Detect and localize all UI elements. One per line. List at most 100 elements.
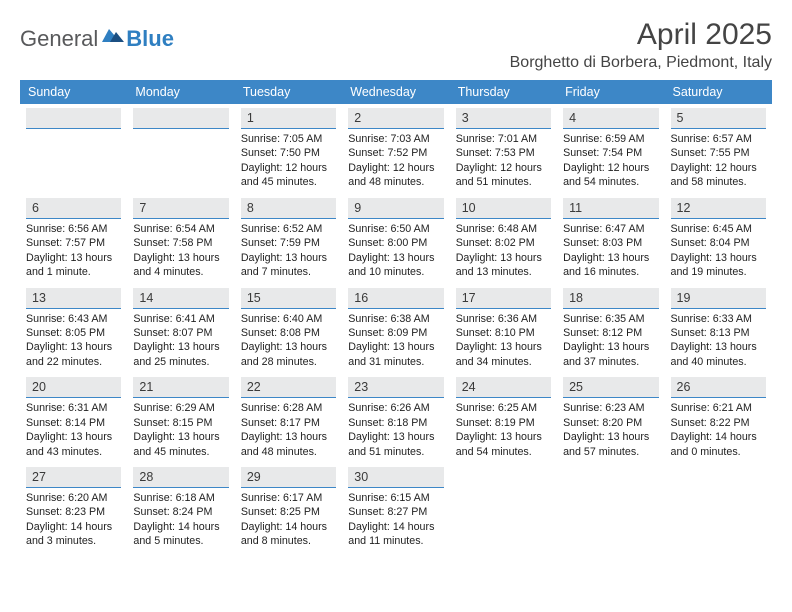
calendar-empty-cell	[20, 104, 127, 194]
day-number: 8	[241, 198, 336, 218]
day-info: Sunrise: 6:20 AMSunset: 8:23 PMDaylight:…	[26, 491, 121, 549]
day-info: Sunrise: 6:52 AMSunset: 7:59 PMDaylight:…	[241, 222, 336, 280]
calendar-day-cell: 10Sunrise: 6:48 AMSunset: 8:02 PMDayligh…	[450, 194, 557, 284]
day-number: 29	[241, 467, 336, 487]
calendar-empty-cell	[665, 463, 772, 553]
logo-icon	[102, 26, 124, 49]
day-info: Sunrise: 6:45 AMSunset: 8:04 PMDaylight:…	[671, 222, 766, 280]
calendar-day-cell: 25Sunrise: 6:23 AMSunset: 8:20 PMDayligh…	[557, 373, 664, 463]
day-number: 20	[26, 377, 121, 397]
calendar-day-cell: 28 Sunrise: 6:18 AMSunset: 8:24 PMDayligh…	[127, 463, 234, 553]
day-number: 15	[241, 288, 336, 308]
day-number: 5	[671, 108, 766, 128]
calendar-day-cell: 5 Sunrise: 6:57 AMSunset: 7:55 PMDaylight…	[665, 104, 772, 194]
calendar-day-cell: 13 Sunrise: 6:43 AMSunset: 8:05 PMDayligh…	[20, 284, 127, 374]
day-number: 6	[26, 198, 121, 218]
calendar-day-cell: 20 Sunrise: 6:31 AMSunset: 8:14 PMDayligh…	[20, 373, 127, 463]
day-number: 18	[563, 288, 658, 308]
day-info: Sunrise: 6:48 AMSunset: 8:02 PMDaylight:…	[456, 222, 551, 280]
calendar-day-cell: 3 Sunrise: 7:01 AMSunset: 7:53 PMDaylight…	[450, 104, 557, 194]
day-info: Sunrise: 7:05 AMSunset: 7:50 PMDaylight:…	[241, 132, 336, 190]
logo-general: General	[20, 26, 98, 52]
day-number: 30	[348, 467, 443, 487]
day-number: 2	[348, 108, 443, 128]
calendar-day-cell: 18 Sunrise: 6:35 AMSunset: 8:12 PMDayligh…	[557, 284, 664, 374]
weekday-header: Saturday	[665, 80, 772, 104]
day-number: 14	[133, 288, 228, 308]
calendar-empty-cell	[127, 104, 234, 194]
day-number: 13	[26, 288, 121, 308]
day-info: Sunrise: 6:40 AMSunset: 8:08 PMDaylight:…	[241, 312, 336, 370]
weekday-header: Thursday	[450, 80, 557, 104]
calendar-day-cell: 8 Sunrise: 6:52 AMSunset: 7:59 PMDaylight…	[235, 194, 342, 284]
calendar-day-cell: 16Sunrise: 6:38 AMSunset: 8:09 PMDayligh…	[342, 284, 449, 374]
calendar-empty-cell	[450, 463, 557, 553]
day-number: 7	[133, 198, 228, 218]
day-number: 9	[348, 198, 443, 218]
day-number: 21	[133, 377, 228, 397]
day-number: 26	[671, 377, 766, 397]
day-number: 17	[456, 288, 551, 308]
day-info: Sunrise: 6:54 AMSunset: 7:58 PMDaylight:…	[133, 222, 228, 280]
day-number: 23	[348, 377, 443, 397]
calendar-day-cell: 11 Sunrise: 6:47 AMSunset: 8:03 PMDayligh…	[557, 194, 664, 284]
weekday-header: Sunday	[20, 80, 127, 104]
day-info: Sunrise: 6:36 AMSunset: 8:10 PMDaylight:…	[456, 312, 551, 370]
day-number: 1	[241, 108, 336, 128]
calendar-day-cell: 9 Sunrise: 6:50 AMSunset: 8:00 PMDaylight…	[342, 194, 449, 284]
day-number: 28	[133, 467, 228, 487]
day-number: 3	[456, 108, 551, 128]
calendar-day-cell: 14 Sunrise: 6:41 AMSunset: 8:07 PMDayligh…	[127, 284, 234, 374]
calendar-week-row: 27 Sunrise: 6:20 AMSunset: 8:23 PMDayligh…	[20, 463, 772, 553]
calendar-day-cell: 22Sunrise: 6:28 AMSunset: 8:17 PMDayligh…	[235, 373, 342, 463]
day-number: 24	[456, 377, 551, 397]
calendar-day-cell: 4 Sunrise: 6:59 AMSunset: 7:54 PMDaylight…	[557, 104, 664, 194]
weekday-header: Monday	[127, 80, 234, 104]
calendar-day-cell: 17 Sunrise: 6:36 AMSunset: 8:10 PMDayligh…	[450, 284, 557, 374]
day-number: 22	[241, 377, 336, 397]
day-number: 4	[563, 108, 658, 128]
day-info: Sunrise: 6:57 AMSunset: 7:55 PMDaylight:…	[671, 132, 766, 190]
calendar-day-cell: 1 Sunrise: 7:05 AMSunset: 7:50 PMDaylight…	[235, 104, 342, 194]
calendar-week-row: 1 Sunrise: 7:05 AMSunset: 7:50 PMDaylight…	[20, 104, 772, 194]
calendar-day-cell: 6 Sunrise: 6:56 AMSunset: 7:57 PMDaylight…	[20, 194, 127, 284]
day-info: Sunrise: 6:35 AMSunset: 8:12 PMDaylight:…	[563, 312, 658, 370]
location: Borghetto di Borbera, Piedmont, Italy	[510, 54, 772, 72]
day-info: Sunrise: 6:59 AMSunset: 7:54 PMDaylight:…	[563, 132, 658, 190]
calendar-day-cell: 30 Sunrise: 6:15 AMSunset: 8:27 PMDayligh…	[342, 463, 449, 553]
calendar-day-cell: 12 Sunrise: 6:45 AMSunset: 8:04 PMDayligh…	[665, 194, 772, 284]
day-info: Sunrise: 6:17 AMSunset: 8:25 PMDaylight:…	[241, 491, 336, 549]
weekday-header: Wednesday	[342, 80, 449, 104]
day-number: 11	[563, 198, 658, 218]
day-info: Sunrise: 7:01 AMSunset: 7:53 PMDaylight:…	[456, 132, 551, 190]
day-number: 12	[671, 198, 766, 218]
logo-blue: Blue	[126, 26, 174, 52]
day-info: Sunrise: 6:18 AMSunset: 8:24 PMDaylight:…	[133, 491, 228, 549]
day-number: 16	[348, 288, 443, 308]
day-info: Sunrise: 6:15 AMSunset: 8:27 PMDaylight:…	[348, 491, 443, 549]
calendar-day-cell: 21Sunrise: 6:29 AMSunset: 8:15 PMDayligh…	[127, 373, 234, 463]
day-number: 27	[26, 467, 121, 487]
calendar-day-cell: 24Sunrise: 6:25 AMSunset: 8:19 PMDayligh…	[450, 373, 557, 463]
day-info: Sunrise: 6:47 AMSunset: 8:03 PMDaylight:…	[563, 222, 658, 280]
day-info: Sunrise: 6:41 AMSunset: 8:07 PMDaylight:…	[133, 312, 228, 370]
day-info: Sunrise: 6:43 AMSunset: 8:05 PMDaylight:…	[26, 312, 121, 370]
day-info: Sunrise: 6:31 AMSunset: 8:14 PMDaylight:…	[26, 401, 121, 459]
day-info: Sunrise: 7:03 AMSunset: 7:52 PMDaylight:…	[348, 132, 443, 190]
day-info: Sunrise: 6:50 AMSunset: 8:00 PMDaylight:…	[348, 222, 443, 280]
calendar-day-cell: 26Sunrise: 6:21 AMSunset: 8:22 PMDayligh…	[665, 373, 772, 463]
calendar-day-cell: 2 Sunrise: 7:03 AMSunset: 7:52 PMDaylight…	[342, 104, 449, 194]
weekday-header: Tuesday	[235, 80, 342, 104]
calendar-week-row: 20 Sunrise: 6:31 AMSunset: 8:14 PMDayligh…	[20, 373, 772, 463]
calendar-week-row: 13 Sunrise: 6:43 AMSunset: 8:05 PMDayligh…	[20, 284, 772, 374]
day-info: Sunrise: 6:23 AMSunset: 8:20 PMDaylight:…	[563, 401, 658, 459]
day-info: Sunrise: 6:56 AMSunset: 7:57 PMDaylight:…	[26, 222, 121, 280]
calendar-week-row: 6 Sunrise: 6:56 AMSunset: 7:57 PMDaylight…	[20, 194, 772, 284]
weekday-header: Friday	[557, 80, 664, 104]
calendar-day-cell: 7 Sunrise: 6:54 AMSunset: 7:58 PMDaylight…	[127, 194, 234, 284]
title-block: April 2025 Borghetto di Borbera, Piedmon…	[510, 18, 772, 72]
weekday-header-row: SundayMondayTuesdayWednesdayThursdayFrid…	[20, 80, 772, 104]
calendar-day-cell: 15 Sunrise: 6:40 AMSunset: 8:08 PMDayligh…	[235, 284, 342, 374]
day-info: Sunrise: 6:33 AMSunset: 8:13 PMDaylight:…	[671, 312, 766, 370]
calendar-day-cell: 29 Sunrise: 6:17 AMSunset: 8:25 PMDayligh…	[235, 463, 342, 553]
